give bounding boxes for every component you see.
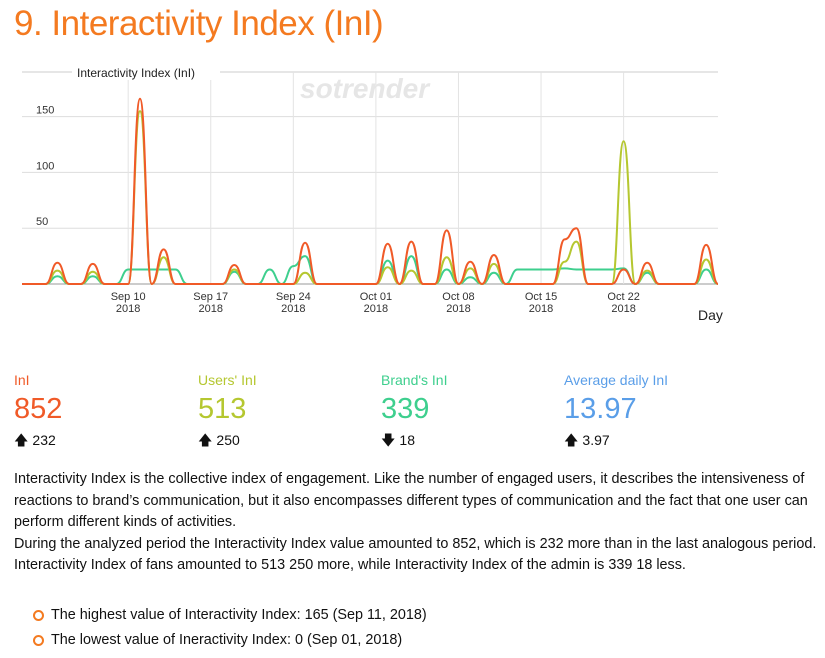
- metric-ini: InI 852 🡅 232: [14, 372, 194, 454]
- x-tick-label: Oct 01: [360, 291, 392, 303]
- series-line-users-ini: [22, 110, 719, 285]
- list-item-text: The highest value of Interactivity Index…: [51, 607, 427, 623]
- page-title: 9. Interactivity Index (InI): [14, 4, 384, 43]
- highlights-list: The highest value of Interactivity Index…: [33, 603, 427, 653]
- metric-change-value: 3.97: [582, 432, 610, 448]
- metrics-row: InI 852 🡅 232 Users' InI 513 🡅 250 Brand's…: [0, 372, 825, 462]
- metric-change: 🡇 18: [381, 430, 561, 454]
- metric-value: 339: [381, 393, 430, 425]
- chart-title-backdrop: [72, 64, 220, 80]
- x-tick-label-year: 2018: [611, 303, 635, 315]
- metric-change: 🡅 250: [198, 430, 378, 454]
- metric-label: InI: [14, 372, 30, 388]
- x-axis-label: Day: [698, 307, 723, 323]
- x-tick-label-year: 2018: [364, 303, 388, 315]
- list-item: The highest value of Interactivity Index…: [33, 603, 427, 628]
- circle-bullet-icon: [33, 610, 44, 621]
- y-tick-labels: 50 100 150: [36, 105, 54, 229]
- chart-title: Interactivity Index (InI): [77, 66, 195, 80]
- watermark-logo: sotrender: [300, 73, 431, 104]
- y-tick-label: 100: [36, 160, 54, 172]
- arrow-up-icon: 🡅: [198, 432, 213, 448]
- metric-change-value: 232: [32, 432, 56, 448]
- metric-label: Brand's InI: [381, 372, 448, 388]
- metric-change-value: 250: [216, 432, 240, 448]
- x-tick-label: Oct 22: [607, 291, 639, 303]
- y-tick-label: 150: [36, 105, 54, 117]
- arrow-down-icon: 🡇: [381, 432, 396, 448]
- interactivity-chart: sotrender 50 100 150 Sep 10 2018 Sep 17 2018 S…: [0, 60, 735, 335]
- circle-bullet-icon: [33, 635, 44, 646]
- x-tick-label-year: 2018: [199, 303, 223, 315]
- series-line-ini: [22, 97, 719, 285]
- arrow-up-icon: 🡅: [564, 432, 579, 448]
- metric-change: 🡅 232: [14, 430, 194, 454]
- metric-change-value: 18: [399, 432, 415, 448]
- x-tick-label: Oct 15: [525, 291, 557, 303]
- metric-value: 852: [14, 393, 63, 425]
- series-layer: [22, 97, 719, 285]
- arrow-up-icon: 🡅: [14, 432, 29, 448]
- x-tick-label-year: 2018: [281, 303, 305, 315]
- x-tick-label-year: 2018: [116, 303, 140, 315]
- description-paragraph: Interactivity Index of fans amounted to …: [14, 557, 686, 573]
- metric-label: Users' InI: [198, 372, 257, 388]
- list-item-text: The lowest value of Ineractivity Index: …: [51, 632, 403, 648]
- metric-users-ini: Users' InI 513 🡅 250: [198, 372, 378, 454]
- x-tick-label: Oct 08: [442, 291, 474, 303]
- metric-value: 513: [198, 393, 247, 425]
- description-paragraph: During the analyzed period the Interacti…: [14, 535, 817, 552]
- metric-change: 🡅 3.97: [564, 430, 744, 454]
- x-tick-label-year: 2018: [446, 303, 470, 315]
- x-tick-label: Sep 17: [193, 291, 228, 303]
- metric-brands-ini: Brand's InI 339 🡇 18: [381, 372, 561, 454]
- description: Interactivity Index is the collective in…: [14, 469, 819, 577]
- metric-label: Average daily InI: [564, 372, 669, 388]
- metric-value: 13.97: [564, 393, 637, 425]
- x-tick-label-year: 2018: [529, 303, 553, 315]
- y-tick-label: 50: [36, 216, 48, 228]
- description-paragraph: Interactivity Index is the collective in…: [14, 471, 808, 530]
- x-tick-label: Sep 24: [276, 291, 311, 303]
- metric-average-daily-ini: Average daily InI 13.97 🡅 3.97: [564, 372, 744, 454]
- list-item: The lowest value of Ineractivity Index: …: [33, 628, 427, 653]
- x-tick-label: Sep 10: [111, 291, 146, 303]
